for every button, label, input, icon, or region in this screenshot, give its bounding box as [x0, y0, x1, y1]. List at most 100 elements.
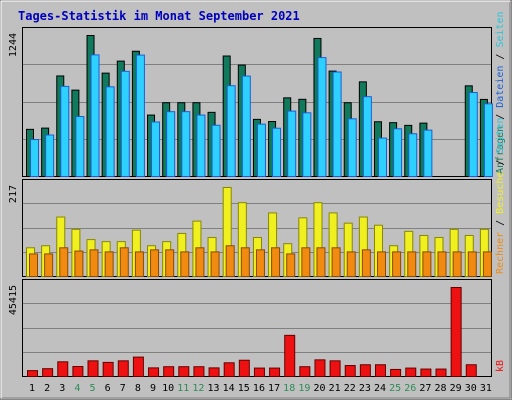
dateien-bar — [105, 86, 115, 177]
rechner-bar — [286, 253, 296, 278]
x-day-label: 25 — [389, 383, 401, 394]
legend-entry: Dateien — [495, 66, 506, 108]
x-day-label: 30 — [465, 383, 477, 394]
dateien-bar — [483, 103, 493, 177]
dateien-bar — [272, 127, 282, 178]
x-day-label: 23 — [359, 383, 371, 394]
x-day-label: 2 — [44, 383, 50, 394]
dateien-bar — [287, 110, 297, 177]
x-day-label: 16 — [253, 383, 265, 394]
dateien-bar — [241, 75, 251, 177]
rechner-bar — [89, 249, 99, 278]
x-day-label: 29 — [450, 383, 462, 394]
x-day-label: 31 — [480, 383, 492, 394]
legend-separator: / — [495, 48, 506, 66]
legend-entry: Seiten — [495, 117, 506, 153]
legend-entry: Besuche — [495, 172, 506, 214]
kb-bar — [405, 367, 417, 378]
dateien-bar — [211, 124, 221, 177]
x-day-label: 27 — [419, 383, 431, 394]
panel-1: 1244 Anfragen / Dateien / Seiten — [8, 11, 506, 178]
dateien-bar — [347, 118, 357, 177]
legend-entry: Rechner — [495, 232, 506, 274]
x-day-label: 24 — [374, 383, 386, 394]
series-legend: kB — [495, 360, 506, 372]
dateien-bar — [317, 57, 327, 177]
dateien-bar — [120, 70, 130, 177]
panel-2: 217 Rechner / Besuche / Seiten — [8, 117, 506, 278]
dateien-bar — [90, 54, 100, 177]
x-day-label: 13 — [208, 383, 220, 394]
x-day-label: 15 — [238, 383, 250, 394]
y-max-label: 45415 — [8, 285, 19, 315]
rechner-bar — [482, 251, 492, 278]
legend-separator: / — [495, 154, 506, 172]
kb-bar — [238, 359, 250, 377]
rechner-bar — [422, 251, 432, 278]
kb-bar — [117, 360, 129, 377]
x-day-label: 3 — [59, 383, 65, 394]
dateien-bar — [468, 92, 478, 177]
kb-bar — [208, 367, 220, 377]
dateien-bar — [196, 114, 206, 178]
dateien-bar — [181, 111, 191, 177]
rechner-bar — [271, 247, 281, 278]
legend-separator: / — [495, 108, 506, 126]
x-day-label: 11 — [177, 383, 189, 394]
rechner-bar — [225, 245, 235, 277]
legend-entry: kB — [495, 360, 506, 372]
kb-bar — [132, 356, 144, 377]
rechner-bar — [316, 247, 326, 278]
x-day-label: 18 — [283, 383, 295, 394]
x-day-label: 7 — [120, 383, 126, 394]
kb-bar — [253, 367, 265, 378]
rechner-bar — [255, 249, 265, 278]
dateien-bar — [256, 123, 266, 177]
rechner-bar — [392, 251, 402, 278]
chart-title: Tages-Statistik im Monat September 2021 — [18, 9, 300, 23]
x-day-label: 17 — [268, 383, 280, 394]
rechner-bar — [437, 251, 447, 278]
rechner-bar — [104, 251, 114, 278]
rechner-bar — [346, 251, 356, 278]
kb-bar — [465, 364, 477, 377]
y-max-label: 217 — [8, 185, 19, 203]
rechner-bar — [210, 251, 220, 278]
dateien-bar — [362, 96, 372, 177]
rechner-bar — [74, 250, 84, 277]
x-day-label: 21 — [329, 383, 341, 394]
x-day-label: 26 — [404, 383, 416, 394]
kb-bar — [329, 360, 341, 377]
dateien-bar — [377, 137, 387, 178]
dateien-bar — [423, 129, 433, 178]
kb-bar — [148, 367, 160, 377]
rechner-bar — [180, 251, 190, 278]
kb-bar — [284, 334, 296, 377]
x-day-label: 14 — [223, 383, 235, 394]
x-day-label: 1 — [29, 383, 35, 394]
dateien-bar — [45, 134, 55, 178]
x-day-label: 22 — [344, 383, 356, 394]
kb-bar — [178, 366, 190, 378]
panel-3: 45415 kB — [8, 279, 506, 378]
dateien-bar — [75, 116, 85, 178]
dateien-bar — [226, 85, 236, 177]
kb-bar — [344, 365, 356, 378]
legend-entry: Seiten — [495, 11, 506, 47]
x-day-label: 9 — [150, 383, 156, 394]
kb-bar — [163, 366, 175, 378]
kb-bar — [42, 368, 54, 378]
dateien-bar — [302, 112, 312, 177]
kb-bar — [223, 362, 235, 378]
rechner-bar — [119, 247, 129, 278]
legend-separator: / — [495, 214, 506, 232]
dateien-bar — [408, 133, 418, 177]
kb-bar — [87, 360, 99, 377]
chart-panels: 1244 Anfragen / Dateien / Seiten 217 Rechne… — [8, 11, 506, 378]
x-day-label: 20 — [313, 383, 325, 394]
rechner-bar — [240, 247, 250, 278]
rechner-bar — [452, 251, 462, 278]
dateien-bar — [166, 111, 176, 177]
